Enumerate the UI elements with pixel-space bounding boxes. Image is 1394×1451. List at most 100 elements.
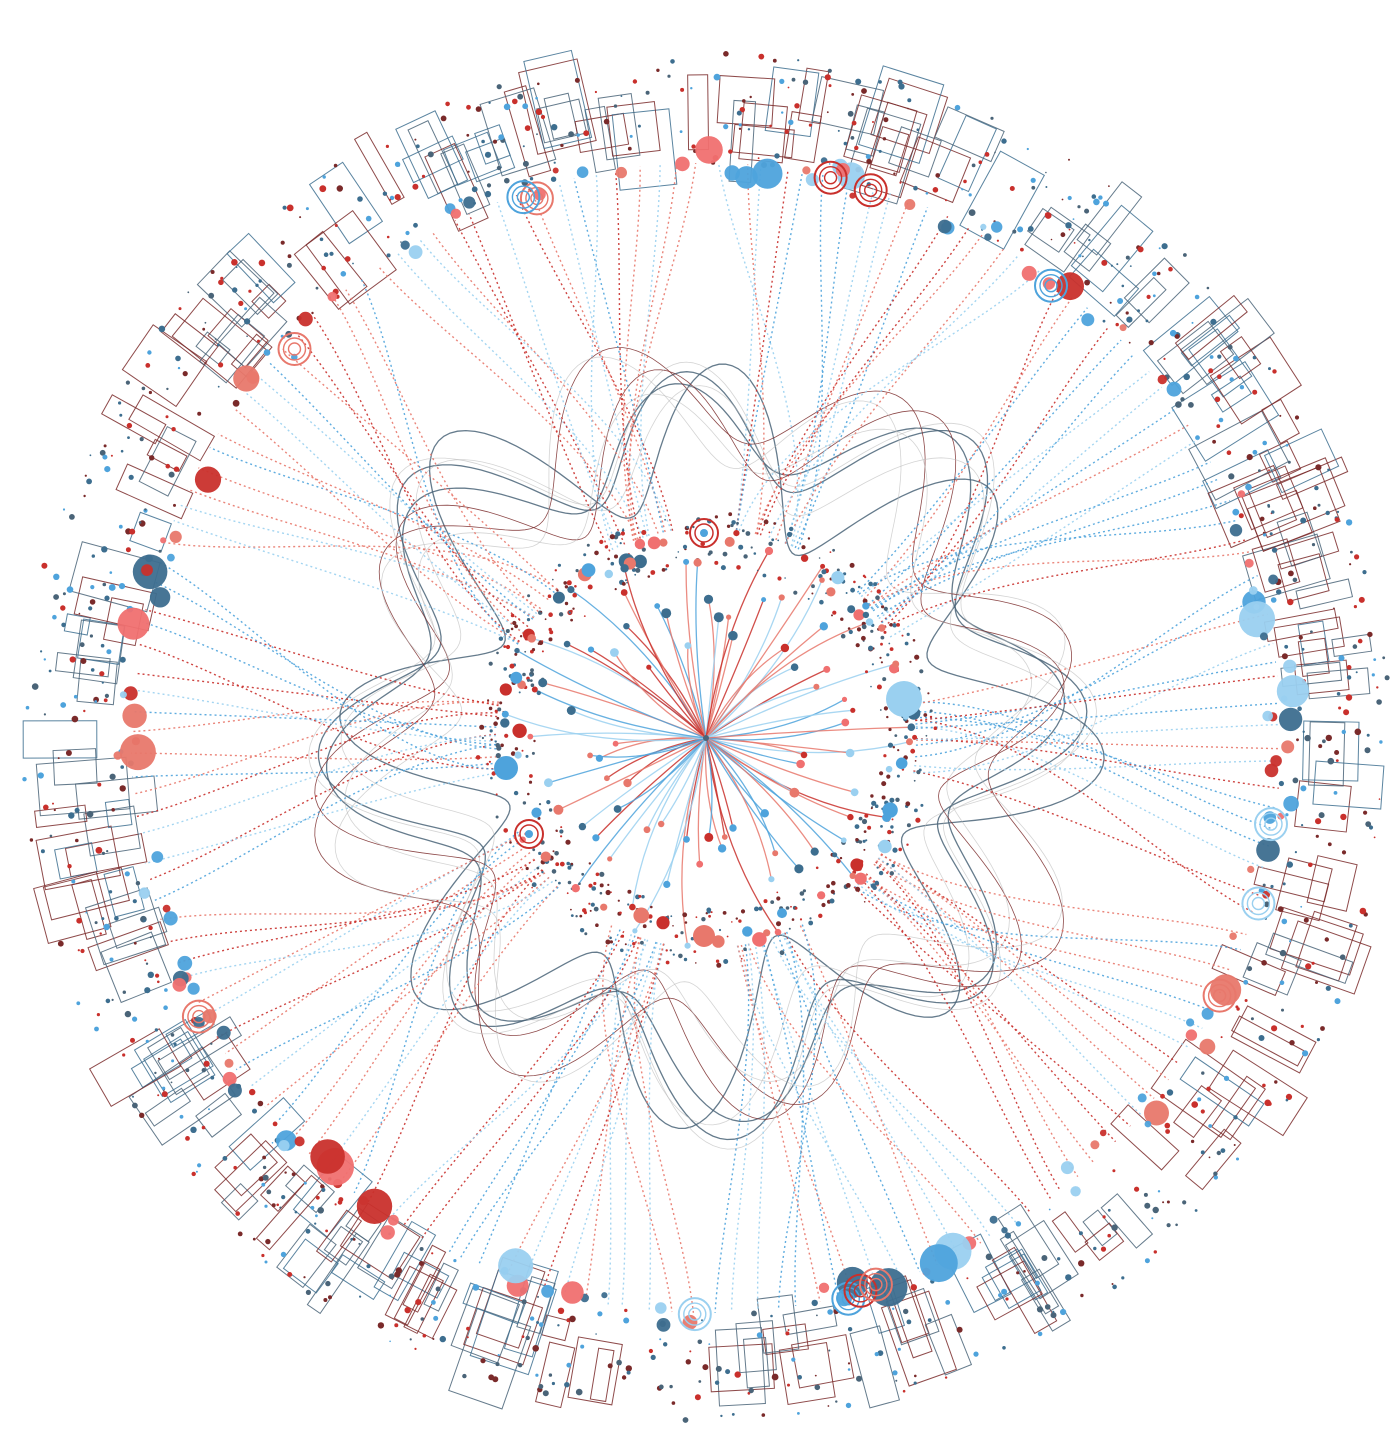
scatter-dot — [266, 1189, 272, 1195]
scatter-dot — [1289, 940, 1292, 943]
scatter-dot — [1371, 673, 1375, 677]
mid-dot — [488, 661, 493, 666]
scatter-dot — [1217, 374, 1222, 380]
dotted-edge — [871, 499, 1230, 610]
scatter-dot — [62, 592, 66, 596]
scatter-dot — [791, 77, 796, 82]
scatter-dot — [1009, 186, 1015, 191]
outer-node — [1166, 381, 1182, 397]
mid-dot — [540, 610, 542, 613]
mid-dot — [605, 889, 611, 896]
scatter-dot — [105, 998, 111, 1004]
outer-target-ring — [519, 181, 554, 216]
outline-box — [160, 313, 219, 366]
outer-node — [498, 1248, 534, 1284]
scatter-dot — [1195, 435, 1200, 441]
scatter-dot — [656, 68, 660, 73]
scatter-dot — [68, 812, 75, 819]
mid-node — [633, 554, 647, 569]
scatter-dot — [433, 1315, 439, 1321]
mid-dot — [889, 871, 894, 876]
scatter-dot — [340, 271, 347, 277]
middle-node-ring — [494, 518, 922, 948]
mid-dot — [714, 515, 719, 519]
mid-dot — [736, 521, 739, 525]
solid-edge — [571, 709, 707, 739]
central-hub — [703, 735, 709, 741]
scatter-dot — [1376, 699, 1382, 705]
outline-box — [255, 1174, 326, 1251]
scatter-dot — [1103, 200, 1109, 207]
scatter-dot — [202, 327, 206, 331]
dotted-edge — [880, 854, 1247, 936]
scatter-dot — [1325, 510, 1330, 516]
mid-dot — [710, 911, 713, 914]
scatter-dot — [453, 1259, 457, 1263]
scatter-dot — [163, 1005, 168, 1010]
inner-node — [796, 759, 805, 769]
scatter-dot — [1322, 739, 1326, 744]
wave-curve — [314, 369, 1065, 1120]
scatter-dot — [1153, 1250, 1158, 1254]
scatter-dot — [158, 325, 166, 333]
mid-dot — [588, 862, 591, 865]
scatter-dot — [83, 494, 86, 498]
solid-edge — [705, 566, 824, 739]
scatter-dot — [90, 668, 95, 672]
mid-dot — [500, 743, 504, 748]
dotted-edge — [468, 213, 611, 552]
outline-box — [924, 1313, 973, 1376]
scatter-dot — [305, 1228, 311, 1234]
scatter-dot — [365, 215, 372, 222]
scatter-dot — [913, 1381, 917, 1385]
dotted-edge — [276, 839, 523, 1122]
scatter-dot — [1144, 1202, 1151, 1209]
mid-dot — [554, 851, 559, 856]
scatter-dot — [394, 194, 401, 201]
mid-dot — [594, 550, 599, 556]
outline-box — [33, 871, 112, 945]
scatter-dot — [1045, 186, 1048, 188]
mid-dot — [599, 871, 605, 877]
scatter-dot — [1365, 821, 1372, 827]
mid-dot — [587, 584, 593, 590]
scatter-dot — [659, 1338, 662, 1341]
outline-box — [54, 842, 98, 880]
mid-dot — [839, 856, 843, 860]
outline-box — [1051, 1211, 1089, 1253]
scatter-dot — [1093, 198, 1100, 206]
scatter-dot — [625, 1365, 632, 1372]
scatter-dot — [1325, 734, 1333, 742]
scatter-dot — [954, 104, 961, 111]
mid-dot — [929, 715, 933, 719]
inner-node — [693, 558, 702, 567]
outline-box — [138, 425, 197, 497]
scatter-dot — [536, 133, 538, 136]
mid-dot — [695, 962, 697, 964]
mid-dot — [607, 883, 610, 887]
mid-dot — [731, 520, 736, 525]
scatter-dot — [118, 401, 122, 405]
outline-box — [784, 111, 822, 164]
scatter-dot — [1026, 147, 1029, 151]
solid-edge — [666, 737, 707, 885]
scatter-dot — [1325, 985, 1331, 991]
mid-dot — [912, 734, 918, 740]
scatter-dot — [690, 87, 693, 90]
dotted-edge — [160, 872, 546, 921]
outer-node — [552, 167, 559, 174]
inner-node — [610, 648, 619, 657]
dotted-edge — [217, 433, 549, 601]
scatter-dot — [315, 1195, 320, 1200]
scatter-dot — [252, 1108, 257, 1114]
scatter-dot — [1068, 158, 1070, 161]
dotted-edge — [915, 596, 1264, 746]
mid-dot — [815, 866, 819, 870]
scatter-dot — [1152, 294, 1156, 298]
outline-box — [1070, 204, 1154, 293]
mid-dot — [906, 843, 909, 846]
outer-node — [163, 911, 178, 926]
dotted-edge — [747, 164, 765, 535]
scatter-dot — [1318, 812, 1325, 819]
mid-dot — [494, 709, 498, 713]
